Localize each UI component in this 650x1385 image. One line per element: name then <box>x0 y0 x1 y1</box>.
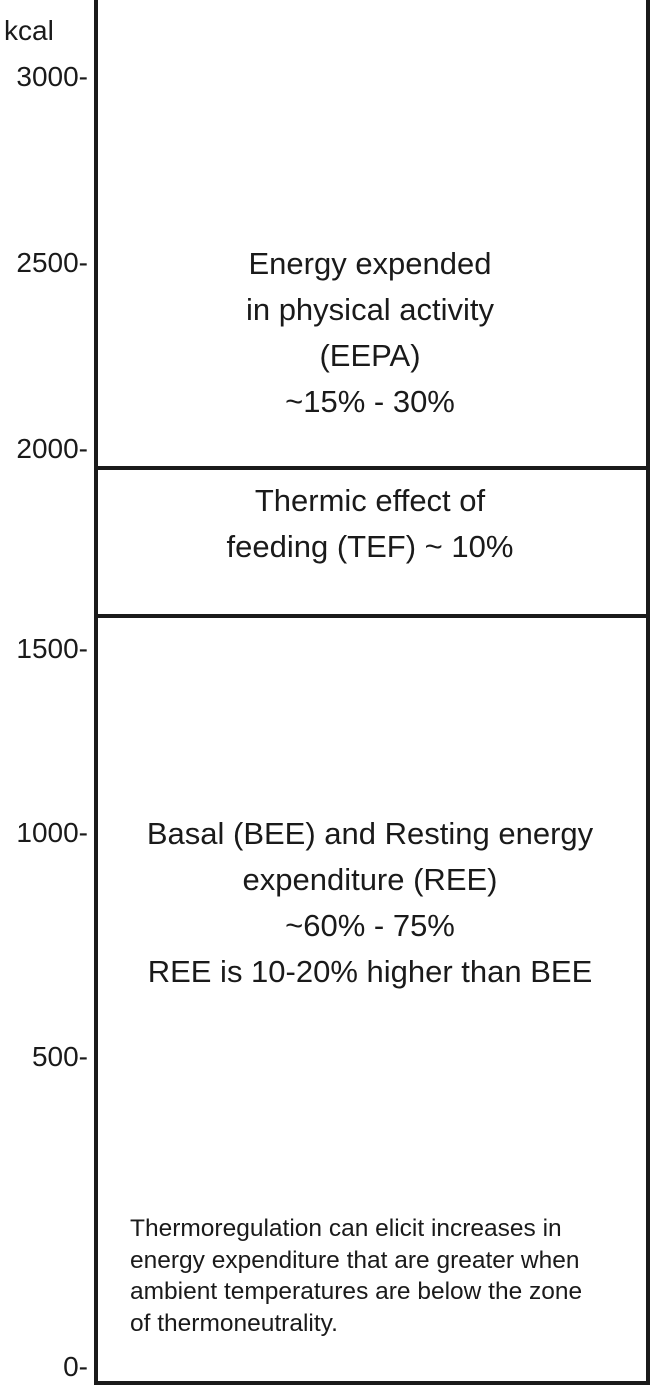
tick-label-1000: 1000- <box>16 817 88 848</box>
thermoregulation-note: Thermoregulation can elicit increases in… <box>130 1213 634 1339</box>
segment-ree-line: expenditure (REE) <box>242 862 498 897</box>
note-line: Thermoregulation can elicit increases in <box>130 1215 562 1242</box>
divider-eepa-tef <box>94 466 650 470</box>
segment-eepa-line: (EEPA) <box>319 338 421 373</box>
tick-label-0: 0- <box>63 1351 88 1382</box>
segment-ree-line: Basal (BEE) and Resting energy <box>146 816 594 851</box>
segment-ree-line: ~60% - 75% <box>285 908 455 943</box>
segment-tef-line: feeding (TEF) ~ 10% <box>226 529 514 564</box>
segment-eepa-line: ~15% - 30% <box>285 384 455 419</box>
energy-column <box>94 0 650 1385</box>
segment-tef: Thermic effect of feeding (TEF) ~ 10% <box>98 478 642 570</box>
segment-ree-line: REE is 10-20% higher than BEE <box>147 954 593 989</box>
divider-tef-ree <box>94 614 650 618</box>
axis-unit-label: kcal <box>4 15 54 46</box>
note-line: ambient temperatures are below the zone <box>130 1278 583 1305</box>
tick-label-500: 500- <box>31 1041 88 1072</box>
note-line: energy expenditure that are greater when <box>130 1246 580 1274</box>
tick-label-2000: 2000- <box>16 433 88 464</box>
segment-eepa: Energy expended in physical activity (EE… <box>98 241 642 425</box>
tick-label-2500: 2500- <box>16 247 88 278</box>
segment-eepa-line: in physical activity <box>245 292 495 327</box>
note-line: of thermoneutrality. <box>130 1309 338 1337</box>
tick-label-3000: 3000- <box>16 61 88 92</box>
segment-ree: Basal (BEE) and Resting energy expenditu… <box>98 811 642 995</box>
segment-eepa-line: Energy expended <box>248 246 492 281</box>
tick-label-1500: 1500- <box>16 633 88 664</box>
segment-tef-line: Thermic effect of <box>254 483 486 518</box>
